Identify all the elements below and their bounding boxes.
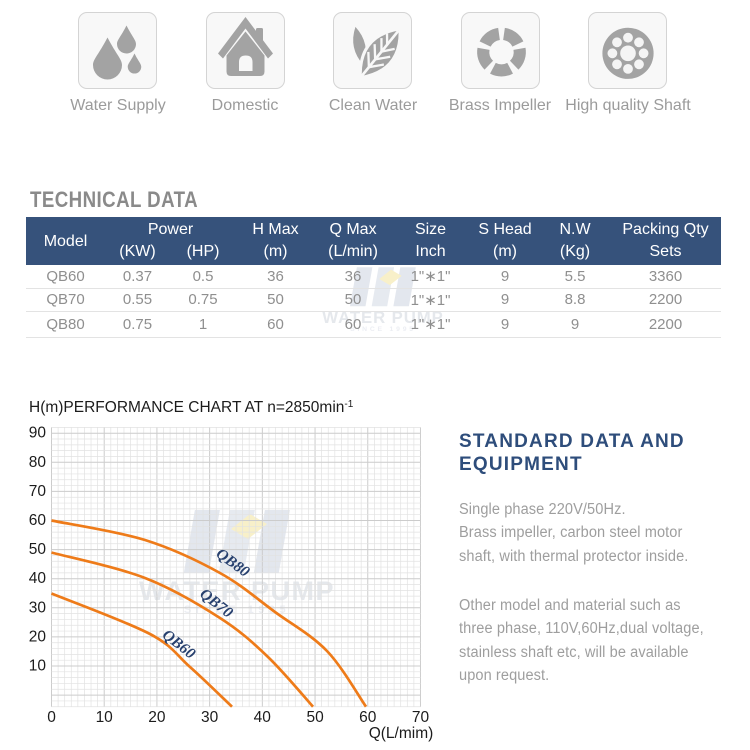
- svg-text:60: 60: [359, 709, 377, 726]
- svg-text:40: 40: [29, 570, 47, 587]
- svg-text:30: 30: [201, 709, 219, 726]
- svg-text:70: 70: [29, 483, 47, 500]
- svg-text:10: 10: [29, 658, 47, 675]
- svg-text:90: 90: [29, 425, 47, 442]
- svg-text:10: 10: [96, 709, 114, 726]
- svg-text:30: 30: [29, 599, 47, 616]
- svg-text:80: 80: [29, 454, 47, 471]
- svg-text:20: 20: [148, 709, 166, 726]
- svg-text:40: 40: [254, 709, 272, 726]
- svg-text:WATER PUMP: WATER PUMP: [139, 576, 335, 606]
- svg-text:50: 50: [306, 709, 324, 726]
- svg-text:Q(L/mim): Q(L/mim): [369, 725, 434, 742]
- svg-text:0: 0: [47, 709, 56, 726]
- svg-text:50: 50: [29, 541, 47, 558]
- svg-text:60: 60: [29, 512, 47, 529]
- svg-text:H(m)PERFORMANCE CHART AT n=285: H(m)PERFORMANCE CHART AT n=2850min-1: [29, 399, 354, 416]
- svg-text:20: 20: [29, 628, 47, 645]
- svg-text:70: 70: [412, 709, 430, 726]
